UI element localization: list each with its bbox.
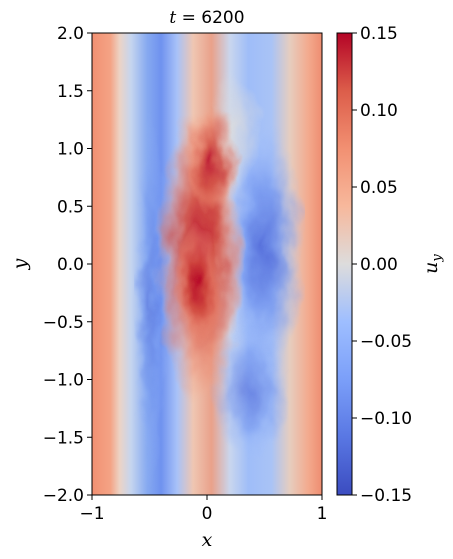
y-tick-label: 0.0 xyxy=(57,255,84,275)
y-axis: −2.0 −1.5 −1.0 −0.5 0.0 0.5 1.0 1.5 2.0 xyxy=(43,24,92,506)
y-tick-label: −1.5 xyxy=(43,428,84,448)
colorbar-tick-label: 0.00 xyxy=(360,255,398,275)
y-tick-label: 1.0 xyxy=(57,140,84,160)
heatmap-blue-band xyxy=(134,110,166,490)
x-tick-label: 0 xyxy=(202,504,213,524)
colorbar-tick-label: −0.05 xyxy=(360,332,412,352)
x-tick-label: −1 xyxy=(79,504,104,524)
heatmap-blue-lobe xyxy=(225,125,305,375)
y-tick-label: 1.5 xyxy=(57,82,84,102)
colorbar-label: uy xyxy=(420,254,445,274)
y-tick-label: −2.0 xyxy=(43,486,84,506)
title-variable: t xyxy=(169,8,176,28)
colorbar-tick-label: 0.10 xyxy=(360,101,398,121)
x-axis-label: x xyxy=(202,529,213,551)
colorbar-tick-label: 0.15 xyxy=(360,24,398,44)
colorbar-axis: −0.15 −0.10 −0.05 0.00 0.05 0.10 0.15 xyxy=(352,24,412,506)
chart-title: t = 6200 xyxy=(169,8,244,28)
colorbar-label-subscript: y xyxy=(430,254,445,263)
title-value: = 6200 xyxy=(176,8,244,28)
x-axis: −1 0 1 xyxy=(79,495,327,524)
x-tick-label: 1 xyxy=(317,504,328,524)
heatmap-red-core-upper xyxy=(186,105,238,215)
colorbar-label-base: u xyxy=(420,262,442,274)
colorbar xyxy=(336,32,353,496)
y-tick-label: −1.0 xyxy=(43,371,84,391)
y-tick-label: 2.0 xyxy=(57,24,84,44)
colorbar-tick-label: −0.15 xyxy=(360,486,412,506)
y-axis-label: y xyxy=(9,258,31,270)
y-tick-label: 0.5 xyxy=(57,197,84,217)
heatmap-field xyxy=(92,33,322,495)
y-tick-label: −0.5 xyxy=(43,313,84,333)
colorbar-tick-label: −0.10 xyxy=(360,409,412,429)
heatmap-red-core-center xyxy=(174,225,222,345)
colorbar-tick-label: 0.05 xyxy=(360,178,398,198)
